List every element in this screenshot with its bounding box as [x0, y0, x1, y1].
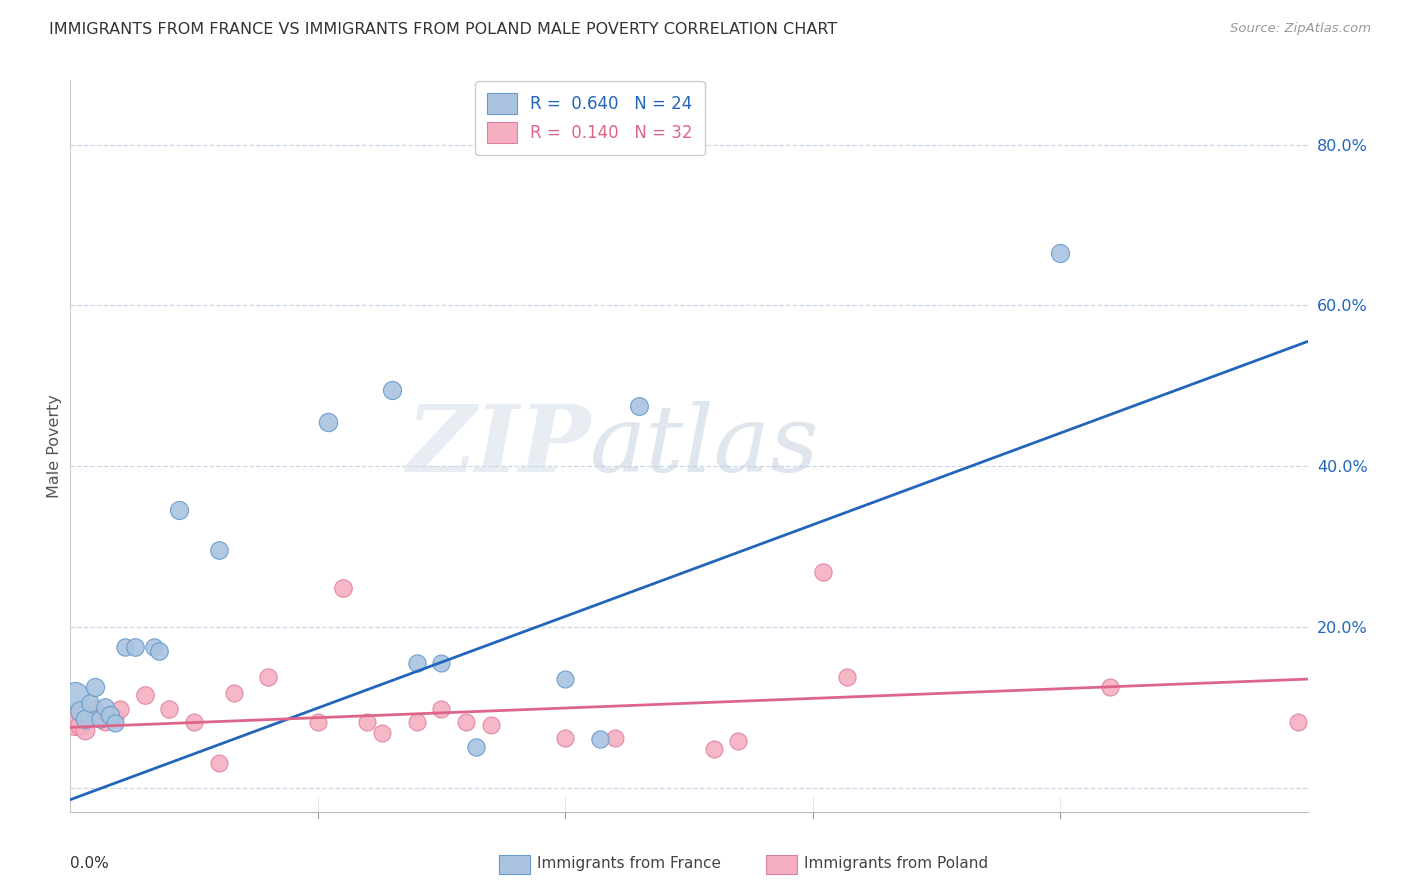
Point — [108, 702, 131, 716]
Point — [79, 696, 101, 710]
Point — [94, 714, 117, 729]
Point — [167, 503, 190, 517]
Point — [456, 714, 478, 729]
Point — [104, 716, 127, 731]
Point — [430, 702, 453, 716]
Point — [143, 640, 166, 654]
Text: ZIP: ZIP — [406, 401, 591, 491]
Point — [124, 640, 146, 654]
Text: Immigrants from France: Immigrants from France — [537, 856, 721, 871]
Point — [257, 670, 280, 684]
Point — [157, 702, 180, 716]
Point — [703, 742, 725, 756]
Point — [589, 732, 612, 747]
Point — [98, 706, 121, 721]
Point — [405, 656, 427, 670]
Point — [148, 644, 170, 658]
Point — [114, 640, 136, 654]
Point — [94, 700, 117, 714]
Point — [65, 714, 87, 729]
Point — [465, 740, 488, 755]
Point — [554, 731, 576, 745]
Point — [75, 712, 97, 726]
Point — [1049, 246, 1071, 260]
Text: Immigrants from Poland: Immigrants from Poland — [804, 856, 988, 871]
Point — [554, 672, 576, 686]
Point — [69, 704, 91, 718]
Point — [316, 415, 339, 429]
Text: IMMIGRANTS FROM FRANCE VS IMMIGRANTS FROM POLAND MALE POVERTY CORRELATION CHART: IMMIGRANTS FROM FRANCE VS IMMIGRANTS FRO… — [49, 22, 838, 37]
Point — [104, 710, 127, 724]
Point — [183, 714, 205, 729]
Point — [628, 399, 651, 413]
Point — [479, 718, 502, 732]
Point — [69, 718, 91, 732]
Point — [430, 656, 453, 670]
Text: atlas: atlas — [591, 401, 820, 491]
Point — [1286, 714, 1309, 729]
Point — [65, 688, 87, 702]
Point — [727, 734, 749, 748]
Point — [332, 581, 354, 595]
Point — [89, 712, 111, 726]
Point — [208, 756, 231, 771]
Point — [307, 714, 329, 729]
Point — [603, 731, 626, 745]
Point — [811, 565, 834, 579]
Point — [84, 702, 107, 716]
Point — [837, 670, 859, 684]
Point — [89, 706, 111, 721]
Point — [381, 383, 404, 397]
Point — [356, 714, 378, 729]
Point — [405, 714, 427, 729]
Point — [371, 726, 394, 740]
Legend: R =  0.640   N = 24, R =  0.140   N = 32: R = 0.640 N = 24, R = 0.140 N = 32 — [475, 81, 704, 155]
Point — [222, 686, 245, 700]
Point — [84, 680, 107, 694]
Y-axis label: Male Poverty: Male Poverty — [46, 394, 62, 498]
Point — [1098, 680, 1121, 694]
Point — [134, 688, 156, 702]
Point — [208, 543, 231, 558]
Point — [98, 708, 121, 723]
Text: Source: ZipAtlas.com: Source: ZipAtlas.com — [1230, 22, 1371, 36]
Point — [75, 723, 97, 737]
Point — [79, 710, 101, 724]
Text: 0.0%: 0.0% — [70, 855, 110, 871]
